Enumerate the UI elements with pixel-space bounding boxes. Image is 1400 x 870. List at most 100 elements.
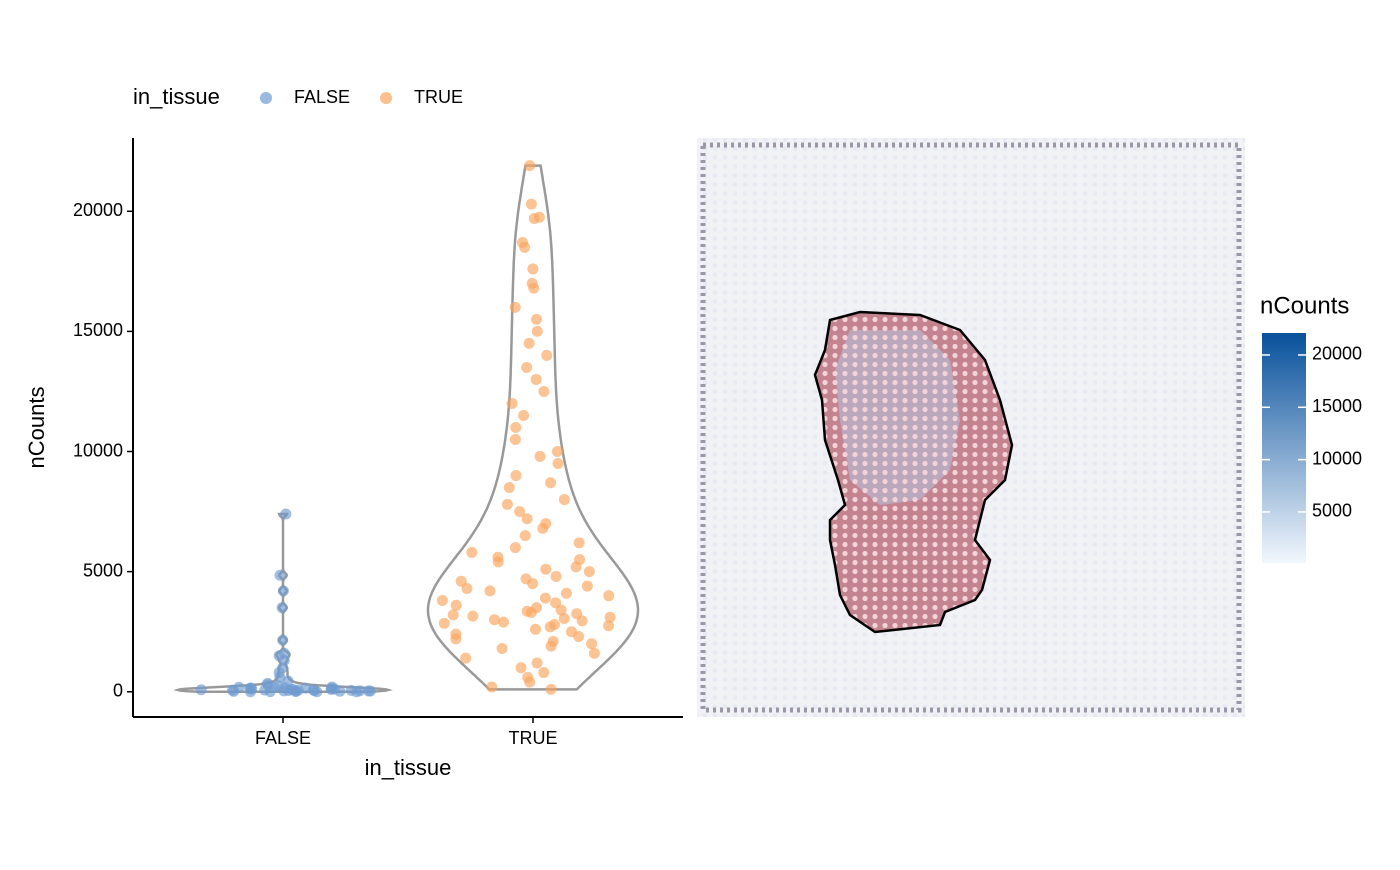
point	[538, 385, 550, 397]
point	[588, 647, 600, 659]
point	[503, 482, 515, 494]
point	[551, 446, 563, 458]
point	[498, 616, 510, 628]
point	[515, 662, 527, 674]
point	[509, 434, 521, 446]
point	[541, 349, 553, 361]
y-tick-label: 20000	[73, 200, 123, 220]
point	[550, 597, 562, 609]
colorbar-label: 20000	[1312, 344, 1362, 364]
point	[583, 566, 595, 578]
point	[460, 652, 472, 664]
colorbar-title: nCounts	[1260, 292, 1349, 319]
point	[488, 614, 500, 626]
point	[311, 686, 323, 698]
point	[280, 508, 292, 520]
violin	[173, 512, 393, 694]
point	[530, 373, 542, 385]
point	[571, 608, 583, 620]
point	[277, 585, 289, 597]
point	[259, 684, 271, 696]
point	[363, 685, 375, 697]
y-tick-label: 15000	[73, 320, 123, 340]
point	[539, 592, 551, 604]
point	[501, 498, 513, 510]
point	[531, 325, 543, 337]
point	[520, 573, 532, 585]
point	[524, 676, 536, 688]
point	[552, 458, 564, 470]
point	[461, 582, 473, 594]
point	[550, 570, 562, 582]
point	[467, 610, 479, 622]
point	[523, 337, 535, 349]
point	[274, 569, 286, 581]
point	[531, 657, 543, 669]
point	[486, 681, 498, 693]
point	[492, 556, 504, 568]
point	[529, 623, 541, 635]
point	[533, 211, 545, 223]
point	[518, 409, 530, 421]
point	[195, 684, 207, 696]
y-tick-label: 0	[113, 681, 123, 701]
point	[496, 643, 508, 655]
point	[509, 542, 521, 554]
point	[525, 198, 537, 210]
point	[573, 537, 585, 549]
point	[527, 263, 539, 275]
point	[528, 282, 540, 294]
y-tick-label: 5000	[83, 560, 123, 580]
point	[545, 640, 557, 652]
point	[558, 612, 570, 624]
colorbar	[1262, 333, 1306, 563]
point	[519, 241, 531, 253]
point	[233, 681, 245, 693]
point	[586, 638, 598, 650]
point	[509, 301, 521, 313]
legend-title: in_tissue	[133, 84, 220, 109]
point	[544, 621, 556, 633]
point	[510, 422, 522, 433]
point	[603, 590, 615, 602]
point	[436, 594, 448, 606]
point	[274, 671, 286, 683]
point	[521, 605, 533, 617]
point	[545, 683, 557, 695]
point	[573, 631, 585, 643]
point	[537, 522, 549, 534]
point	[450, 633, 462, 645]
point	[354, 685, 366, 697]
x-tick-label: TRUE	[509, 728, 558, 748]
point	[438, 617, 450, 629]
spatial-image	[697, 138, 1245, 717]
colorbar-label: 5000	[1312, 501, 1352, 521]
point	[558, 494, 570, 506]
point	[510, 470, 522, 482]
point	[325, 682, 337, 694]
y-tick-label: 10000	[73, 440, 123, 460]
legend-swatch	[260, 92, 272, 104]
point	[574, 554, 586, 566]
y-axis-title: nCounts	[24, 387, 49, 469]
point	[484, 585, 496, 597]
colorbar-label: 15000	[1312, 396, 1362, 416]
point	[514, 506, 526, 518]
point	[447, 609, 459, 621]
point	[519, 530, 531, 542]
point	[521, 361, 533, 373]
point	[277, 634, 289, 646]
point	[603, 620, 615, 632]
point	[530, 313, 542, 325]
point	[276, 602, 288, 614]
point	[521, 513, 533, 525]
point	[534, 450, 546, 462]
point	[450, 599, 462, 611]
point	[538, 667, 550, 679]
legend-label: FALSE	[294, 87, 350, 107]
point	[245, 682, 257, 694]
point	[524, 160, 536, 172]
point	[540, 563, 552, 575]
point	[545, 477, 557, 489]
